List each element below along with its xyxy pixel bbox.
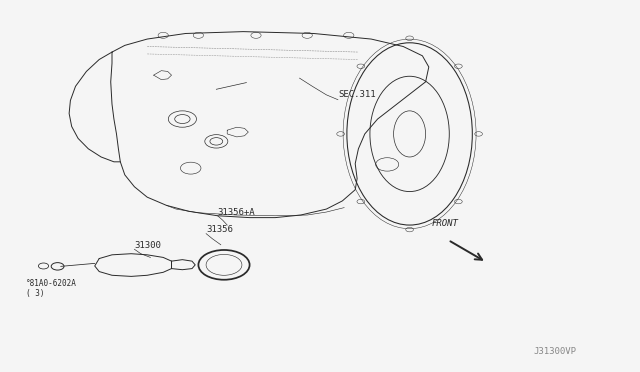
Text: °81A0-6202A
( 3): °81A0-6202A ( 3)	[26, 279, 76, 298]
Text: FRONT: FRONT	[432, 219, 459, 228]
Text: SEC.311: SEC.311	[338, 90, 376, 99]
Text: J31300VP: J31300VP	[533, 347, 576, 356]
Text: 31356: 31356	[206, 225, 233, 234]
Text: 31356+A: 31356+A	[218, 208, 255, 217]
Text: 31300: 31300	[134, 241, 161, 250]
